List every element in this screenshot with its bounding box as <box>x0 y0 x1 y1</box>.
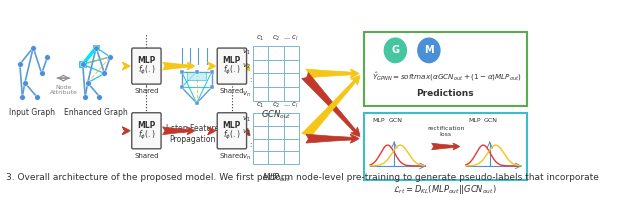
Text: ... $c_l$: ... $c_l$ <box>284 34 300 43</box>
Bar <box>284 73 299 87</box>
Bar <box>284 46 299 60</box>
Text: Predictions: Predictions <box>417 89 474 98</box>
Text: MLP: MLP <box>137 121 156 130</box>
FancyBboxPatch shape <box>364 113 527 180</box>
Text: MLP: MLP <box>223 56 241 65</box>
Bar <box>284 151 299 164</box>
Text: $\hat{Y}_{GPNN} = softmax(\alpha GCN_{out} + (1-\alpha)MLP_{out})$: $\hat{Y}_{GPNN} = softmax(\alpha GCN_{ou… <box>372 71 522 83</box>
Bar <box>268 60 284 73</box>
Text: $f_\phi(.)$: $f_\phi(.)$ <box>223 129 241 142</box>
Text: $f_\phi(.)$: $f_\phi(.)$ <box>138 129 156 142</box>
FancyBboxPatch shape <box>132 113 161 149</box>
Text: G: G <box>392 45 399 55</box>
Text: Shared: Shared <box>220 153 244 159</box>
Text: $v_2$: $v_2$ <box>243 128 251 137</box>
Bar <box>79 61 86 67</box>
Text: GCN: GCN <box>388 118 403 124</box>
Text: 3. Overall architecture of the proposed model. We first perform node-level pre-t: 3. Overall architecture of the proposed … <box>6 173 598 182</box>
Bar <box>188 72 206 80</box>
Text: MLP: MLP <box>223 121 241 130</box>
Bar <box>253 113 268 126</box>
Bar <box>93 45 99 50</box>
Text: $c_2$: $c_2$ <box>271 101 280 110</box>
Text: $c_1$: $c_1$ <box>256 101 265 110</box>
Bar <box>268 126 284 139</box>
Text: Enhanced Graph: Enhanced Graph <box>64 108 128 117</box>
Text: $v_1$: $v_1$ <box>243 48 251 57</box>
Bar <box>268 73 284 87</box>
Bar <box>253 151 268 164</box>
Bar <box>253 46 268 60</box>
Text: MLP: MLP <box>137 56 156 65</box>
Text: ... $c_l$: ... $c_l$ <box>284 101 300 110</box>
FancyBboxPatch shape <box>217 113 246 149</box>
Text: l-step Feature
Propagation: l-step Feature Propagation <box>166 124 219 144</box>
Bar <box>253 139 268 151</box>
Text: MLP$_{out}$: MLP$_{out}$ <box>262 171 291 184</box>
Circle shape <box>383 37 407 63</box>
Text: $f_\phi(.)$: $f_\phi(.)$ <box>223 64 241 77</box>
Bar <box>268 151 284 164</box>
Text: $\mathcal{L}_{rt} = D_{KL}(MLP_{out}||GCN_{out})$: $\mathcal{L}_{rt} = D_{KL}(MLP_{out}||GC… <box>394 184 497 196</box>
Bar <box>253 126 268 139</box>
Bar <box>284 139 299 151</box>
Text: Shared: Shared <box>220 88 244 94</box>
Text: MLP: MLP <box>468 118 481 124</box>
Bar <box>268 113 284 126</box>
Text: $c_2$: $c_2$ <box>271 34 280 43</box>
Text: Input Graph: Input Graph <box>10 108 56 117</box>
Bar <box>284 113 299 126</box>
Text: M: M <box>424 45 434 55</box>
Text: :: : <box>249 77 251 83</box>
Bar <box>253 60 268 73</box>
Text: :: : <box>249 142 251 148</box>
Bar <box>253 87 268 101</box>
Text: $v_2$: $v_2$ <box>243 62 251 71</box>
Text: rectification
loss: rectification loss <box>427 127 465 137</box>
Bar <box>253 73 268 87</box>
Bar <box>268 139 284 151</box>
Bar <box>284 87 299 101</box>
Bar <box>284 126 299 139</box>
Text: Shared: Shared <box>134 153 159 159</box>
FancyBboxPatch shape <box>364 32 527 106</box>
Text: $v_n$: $v_n$ <box>243 153 251 162</box>
Text: Shared: Shared <box>134 88 159 94</box>
Bar <box>268 87 284 101</box>
Text: $v_n$: $v_n$ <box>243 90 251 99</box>
Text: $c_1$: $c_1$ <box>256 34 265 43</box>
Text: $f_\phi(.)$: $f_\phi(.)$ <box>138 64 156 77</box>
Text: MLP: MLP <box>372 118 385 124</box>
Text: $v_1$: $v_1$ <box>243 115 251 124</box>
Circle shape <box>417 37 440 63</box>
Text: GCN$_{out}$: GCN$_{out}$ <box>260 109 291 121</box>
Text: Node
Attribute: Node Attribute <box>49 85 77 95</box>
Bar <box>284 60 299 73</box>
Bar <box>268 46 284 60</box>
Text: GCN: GCN <box>484 118 498 124</box>
FancyBboxPatch shape <box>132 48 161 84</box>
FancyBboxPatch shape <box>217 48 246 84</box>
